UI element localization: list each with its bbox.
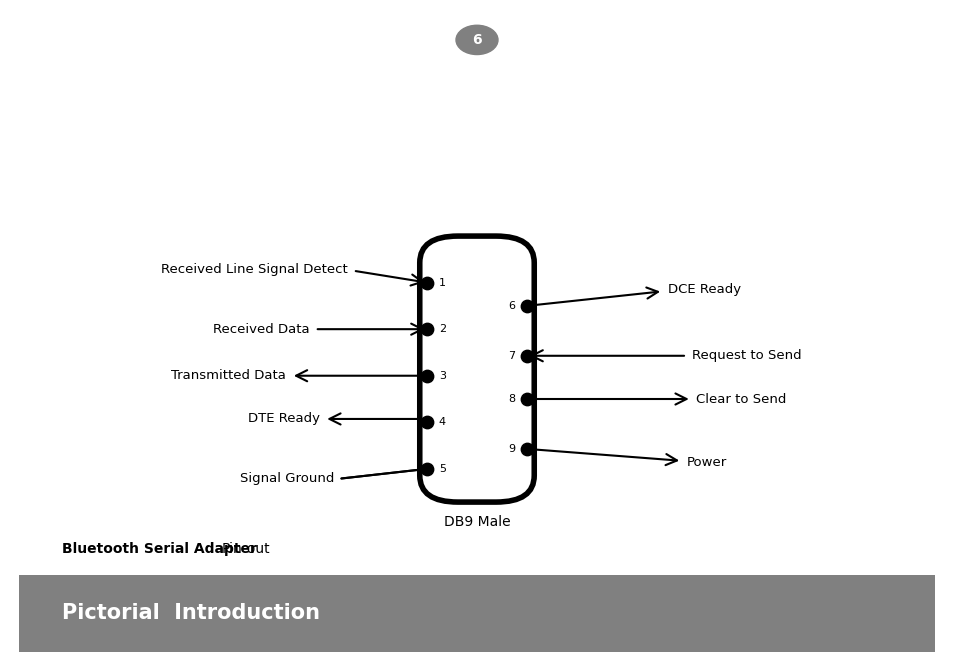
Point xyxy=(518,211,534,221)
Text: DCE Ready: DCE Ready xyxy=(667,283,740,296)
Point xyxy=(518,354,534,364)
Text: Transmitted Data: Transmitted Data xyxy=(172,369,286,382)
Text: 1: 1 xyxy=(438,277,445,288)
Point xyxy=(419,331,435,341)
Point xyxy=(419,284,435,295)
Point xyxy=(518,304,534,315)
FancyBboxPatch shape xyxy=(19,575,934,652)
Text: 6: 6 xyxy=(508,301,515,311)
Point xyxy=(419,191,435,201)
Text: 3: 3 xyxy=(438,370,445,381)
Point xyxy=(419,237,435,248)
Text: DTE Ready: DTE Ready xyxy=(248,412,319,426)
Text: Signal Ground: Signal Ground xyxy=(239,472,334,485)
Text: Request to Send: Request to Send xyxy=(691,349,801,362)
Text: 6: 6 xyxy=(472,33,481,47)
Point xyxy=(419,377,435,388)
Text: 5: 5 xyxy=(438,464,445,474)
Text: 7: 7 xyxy=(508,350,515,361)
Text: Pictorial  Introduction: Pictorial Introduction xyxy=(62,603,319,624)
Text: 4: 4 xyxy=(438,417,445,428)
Text: DB9 Male: DB9 Male xyxy=(443,515,510,529)
Text: Clear to Send: Clear to Send xyxy=(696,392,786,406)
Text: Received Data: Received Data xyxy=(213,323,310,336)
Text: Bluetooth Serial Adapter: Bluetooth Serial Adapter xyxy=(62,541,261,556)
Text: 9: 9 xyxy=(508,444,515,454)
FancyBboxPatch shape xyxy=(419,236,534,502)
Text: 8: 8 xyxy=(508,394,515,404)
Text: Power: Power xyxy=(686,456,726,469)
Text: Received Line Signal Detect: Received Line Signal Detect xyxy=(161,263,348,276)
Circle shape xyxy=(456,25,497,55)
Point xyxy=(518,261,534,271)
Text: Pin-out: Pin-out xyxy=(221,541,270,556)
Text: 2: 2 xyxy=(438,324,445,334)
